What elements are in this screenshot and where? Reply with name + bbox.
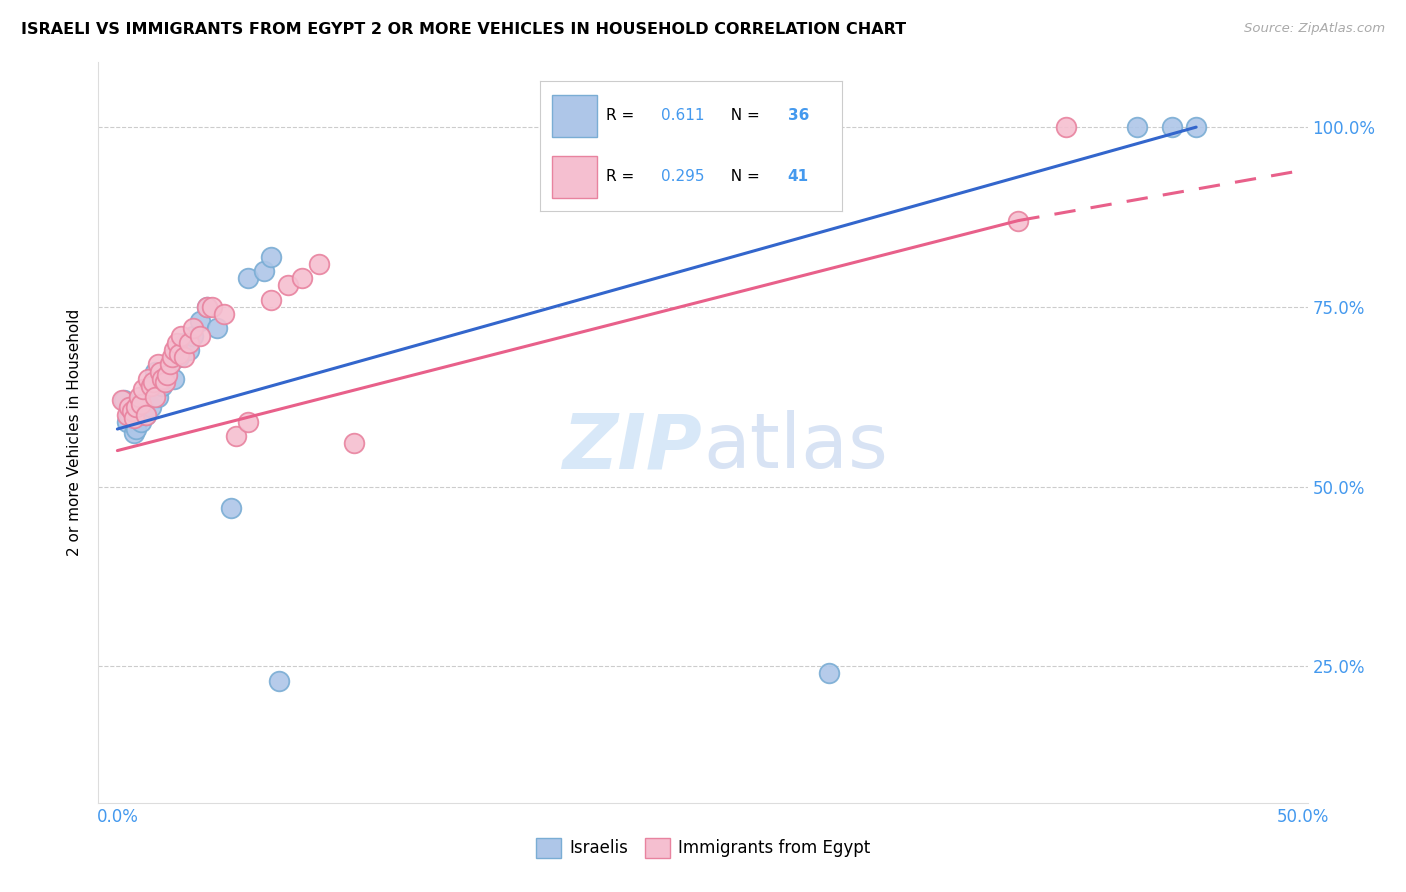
Point [142, 379, 165, 393]
Point [132, 397, 155, 411]
Point [260, 250, 283, 264]
Point [159, 357, 181, 371]
Point [156, 368, 179, 383]
Point [125, 401, 148, 415]
Point [139, 401, 162, 415]
Point [153, 372, 176, 386]
Point [143, 390, 166, 404]
Point [136, 372, 159, 386]
Point [122, 425, 145, 440]
Point [121, 401, 143, 415]
Point [197, 300, 219, 314]
Point [114, 393, 136, 408]
Point [166, 335, 188, 350]
Point [205, 321, 228, 335]
Point [817, 666, 839, 681]
Text: atlas: atlas [703, 410, 887, 484]
Point [267, 673, 290, 688]
Text: ISRAELI VS IMMIGRANTS FROM EGYPT 2 OR MORE VEHICLES IN HOUSEHOLD CORRELATION CHA: ISRAELI VS IMMIGRANTS FROM EGYPT 2 OR MO… [21, 22, 907, 37]
Point [128, 408, 150, 422]
Point [1126, 120, 1149, 135]
Point [225, 429, 247, 443]
Point [177, 343, 200, 357]
Point [159, 357, 181, 371]
Point [142, 376, 165, 390]
Point [152, 372, 174, 386]
Point [128, 390, 150, 404]
Point [1161, 120, 1184, 135]
Point [135, 408, 157, 422]
Point [173, 350, 195, 364]
Point [308, 257, 330, 271]
Point [132, 383, 155, 397]
Point [111, 393, 134, 408]
Point [1185, 120, 1208, 135]
Point [129, 397, 152, 411]
Point [115, 408, 138, 422]
Point [190, 314, 212, 328]
Point [167, 346, 190, 360]
Point [125, 422, 148, 436]
Point [201, 300, 224, 314]
Point [163, 372, 186, 386]
Text: ZIP: ZIP [564, 410, 703, 484]
Point [212, 307, 235, 321]
Point [291, 271, 314, 285]
Point [121, 404, 143, 418]
Point [236, 271, 259, 285]
Point [118, 401, 141, 415]
Point [149, 365, 172, 379]
Point [181, 321, 204, 335]
Point [153, 376, 176, 390]
Point [118, 408, 141, 422]
Point [236, 415, 259, 429]
Point [197, 300, 219, 314]
Point [260, 293, 283, 307]
Point [136, 386, 159, 401]
Point [170, 328, 193, 343]
Point [190, 328, 212, 343]
Y-axis label: 2 or more Vehicles in Household: 2 or more Vehicles in Household [67, 309, 83, 557]
Point [1054, 120, 1077, 135]
Point [1007, 213, 1029, 227]
Point [152, 379, 174, 393]
Point [160, 350, 183, 364]
Point [149, 376, 172, 390]
Text: Source: ZipAtlas.com: Source: ZipAtlas.com [1244, 22, 1385, 36]
Point [143, 365, 166, 379]
Legend: Israelis, Immigrants from Egypt: Israelis, Immigrants from Egypt [529, 831, 877, 865]
Point [122, 411, 145, 425]
Point [277, 278, 299, 293]
Point [219, 501, 242, 516]
Point [146, 390, 169, 404]
Point [173, 335, 195, 350]
Point [135, 408, 157, 422]
Point [115, 415, 138, 429]
Point [163, 343, 186, 357]
Point [343, 436, 366, 450]
Point [181, 328, 204, 343]
Point [146, 357, 169, 371]
Point [177, 335, 200, 350]
Point [167, 350, 190, 364]
Point [139, 379, 162, 393]
Point [129, 415, 152, 429]
Point [253, 264, 276, 278]
